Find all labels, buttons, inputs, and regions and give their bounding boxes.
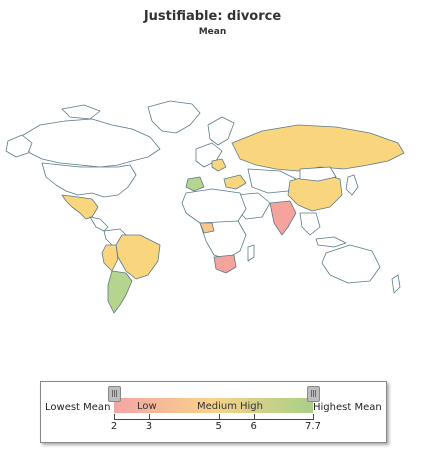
region-southeast-asia[interactable] (299, 212, 321, 236)
band-label-high: High (240, 401, 263, 412)
region-japan[interactable] (345, 174, 359, 196)
band-label-low: Low (137, 401, 157, 412)
world-map[interactable] (0, 95, 425, 330)
region-central-america[interactable] (89, 216, 109, 232)
region-peru[interactable] (101, 244, 119, 272)
lowest-mean-label: Lowest Mean (45, 402, 111, 413)
legend-tick (253, 414, 255, 420)
legend-tick-label: 2 (110, 421, 118, 432)
region-canada[interactable] (19, 118, 161, 168)
region-central-asia[interactable] (247, 168, 297, 194)
legend-tick (148, 414, 150, 420)
max-range-handle[interactable] (307, 386, 320, 402)
region-scandinavia[interactable] (207, 116, 235, 146)
region-greenland[interactable] (147, 100, 201, 134)
region-argentina[interactable] (107, 270, 133, 314)
region-russia[interactable] (231, 124, 405, 172)
region-nigeria[interactable] (199, 222, 215, 234)
legend-tick (218, 414, 220, 420)
legend-tick (114, 414, 115, 420)
region-mexico[interactable] (61, 194, 99, 220)
legend-tick-label: 3 (145, 421, 153, 432)
region-mongolia[interactable] (299, 166, 337, 182)
region-arctic-islands[interactable] (61, 104, 101, 120)
min-range-handle[interactable] (108, 386, 121, 402)
region-alaska[interactable] (5, 134, 33, 158)
legend-tick-label: 6 (250, 421, 257, 432)
map-subtitle: Mean (198, 27, 227, 37)
region-south-africa[interactable] (213, 254, 237, 274)
map-title: Justifiable: divorce (143, 9, 282, 24)
region-new-zealand[interactable] (391, 274, 401, 294)
legend-tick-label: 5 (215, 421, 222, 432)
region-indonesia[interactable] (315, 236, 347, 248)
legend-tick (313, 414, 314, 420)
region-spain[interactable] (185, 176, 205, 192)
region-north-africa[interactable] (181, 188, 247, 226)
region-eastern-europe[interactable] (223, 174, 247, 190)
legend-tick-label: 7.7 (305, 421, 321, 432)
legend-gradient-bar (114, 398, 313, 413)
region-india[interactable] (269, 200, 297, 236)
map-legend: Lowest Mean Low Medium High Highest Mean… (40, 381, 387, 443)
legend-axis-line (114, 419, 313, 420)
region-australia[interactable] (321, 244, 381, 284)
highest-mean-label: Highest Mean (313, 402, 382, 413)
region-central-europe[interactable] (211, 158, 227, 172)
band-label-medium: Medium (197, 401, 237, 412)
region-united-states[interactable] (41, 162, 137, 198)
region-madagascar[interactable] (247, 244, 255, 262)
